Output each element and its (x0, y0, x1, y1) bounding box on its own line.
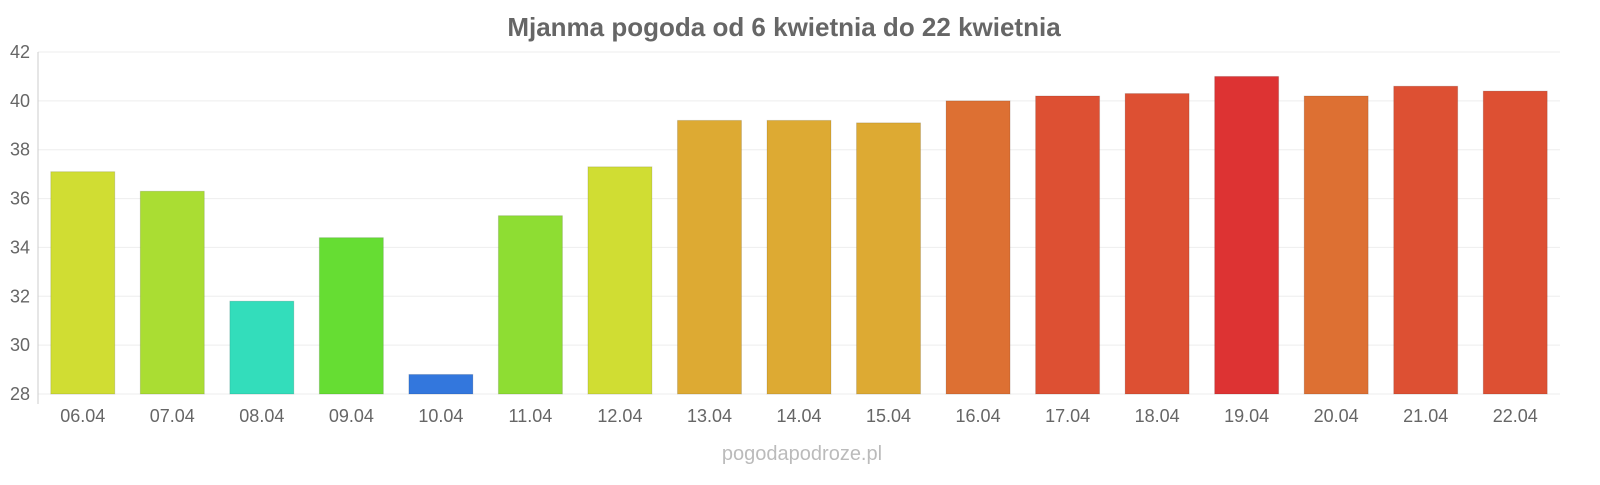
x-tick-label: 17.04 (1045, 406, 1090, 426)
y-tick-label: 42 (10, 42, 30, 62)
x-tick-label: 11.04 (509, 406, 553, 426)
bar-19.04 (1214, 75, 1280, 395)
bar-20.04 (1303, 95, 1369, 395)
y-tick-label: 28 (10, 384, 30, 404)
bar-08.04 (229, 300, 295, 395)
bar-07.04 (139, 190, 205, 395)
bar-21.04 (1393, 85, 1459, 395)
bar-09.04 (318, 237, 384, 395)
watermark: pogodapodroze.pl (722, 443, 882, 465)
y-tick-label: 30 (10, 335, 30, 355)
y-tick-label: 36 (10, 189, 30, 209)
x-tick-label: 18.04 (1135, 406, 1180, 426)
bar-18.04 (1124, 93, 1190, 395)
x-tick-label: 14.04 (776, 406, 821, 426)
bar-11.04 (497, 215, 563, 395)
chart-title: Mjanma pogoda od 6 kwietnia do 22 kwietn… (507, 12, 1061, 42)
x-tick-label: 07.04 (150, 406, 195, 426)
x-tick-label: 20.04 (1314, 406, 1359, 426)
bar-13.04 (676, 119, 742, 395)
x-tick-label: 09.04 (329, 406, 374, 426)
x-tick-label: 06.04 (60, 406, 105, 426)
x-tick-label: 13.04 (687, 406, 732, 426)
bar-10.04 (408, 373, 474, 395)
bar-22.04 (1482, 90, 1548, 395)
bar-14.04 (766, 119, 832, 395)
y-tick-label: 38 (10, 140, 30, 160)
x-tick-label: 19.04 (1224, 406, 1269, 426)
y-tick-label: 40 (10, 91, 30, 111)
x-tick-label: 21.04 (1403, 406, 1448, 426)
x-tick-label: 12.04 (597, 406, 642, 426)
bar-12.04 (587, 166, 653, 395)
bar-06.04 (50, 171, 116, 395)
y-tick-label: 32 (10, 286, 30, 306)
bar-16.04 (945, 100, 1011, 395)
x-tick-label: 16.04 (956, 406, 1001, 426)
x-tick-label: 22.04 (1493, 406, 1538, 426)
bar-15.04 (856, 122, 922, 395)
y-tick-label: 34 (10, 237, 30, 257)
x-tick-label: 15.04 (866, 406, 911, 426)
x-tick-label: 10.04 (418, 406, 463, 426)
bar-17.04 (1035, 95, 1101, 395)
x-tick-label: 08.04 (239, 406, 284, 426)
